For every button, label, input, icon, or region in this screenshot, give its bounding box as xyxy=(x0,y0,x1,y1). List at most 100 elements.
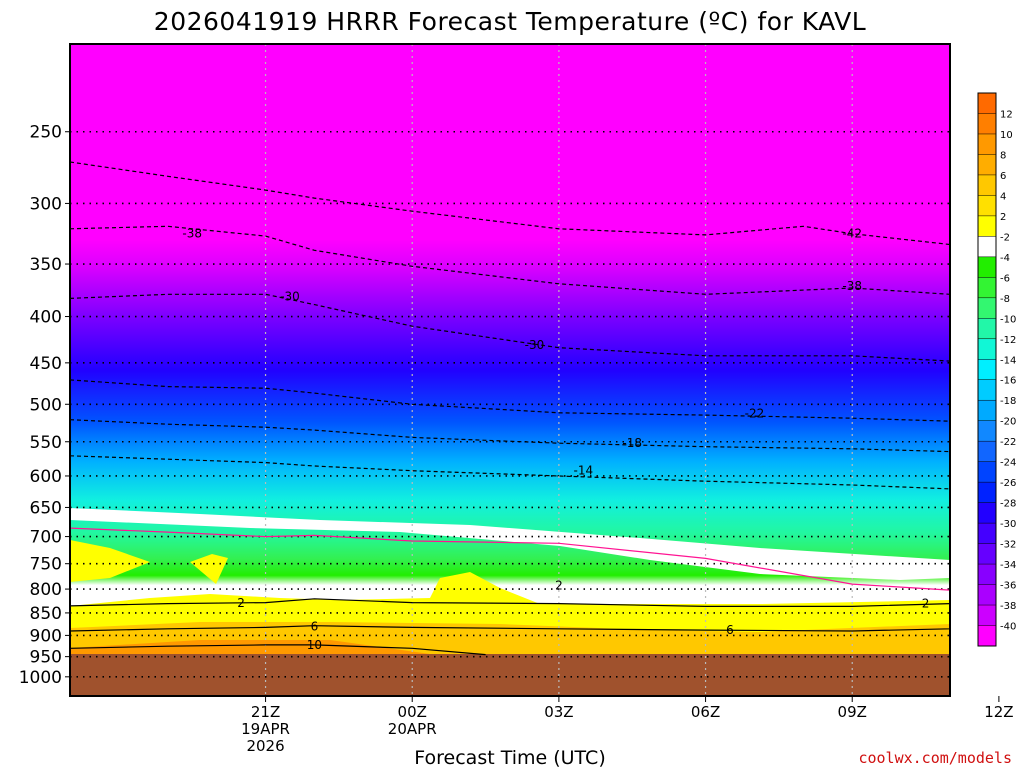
contour-label: 6 xyxy=(726,623,734,637)
contour-line xyxy=(70,419,950,453)
y-tick-label: 250 xyxy=(30,123,62,143)
colorbar-swatch xyxy=(978,174,996,196)
colorbar-label: -2 xyxy=(1000,232,1010,243)
colorbar-label: -28 xyxy=(1000,499,1016,510)
colorbar-swatch xyxy=(978,133,996,155)
colorbar-swatch xyxy=(978,215,996,237)
colorbar-swatch xyxy=(978,523,996,544)
y-tick-label: 500 xyxy=(30,395,62,415)
colorbar-label: -14 xyxy=(1000,355,1016,366)
contour-line xyxy=(70,644,486,656)
contour-label: -22 xyxy=(745,407,765,421)
contour-label: 6 xyxy=(311,620,319,634)
contour-line xyxy=(70,293,950,362)
contour-label: -14 xyxy=(574,464,594,478)
underground-mask xyxy=(70,654,950,696)
colorbar-label: -20 xyxy=(1000,417,1016,428)
colorbar-label: -40 xyxy=(1000,622,1016,633)
y-tick-label: 900 xyxy=(30,626,62,646)
contour-labels: -38 -30 -30 -22 -18 -14 -42 -38 2 2 2 6 6 10 xyxy=(182,227,929,652)
colorbar-label: 8 xyxy=(1000,150,1006,161)
contour-line xyxy=(70,225,950,295)
colorbar-swatch xyxy=(978,379,996,401)
x-tick-label: 21Z xyxy=(251,703,280,721)
x-axis-label: Forecast Time (UTC) xyxy=(414,747,605,768)
warm-pocket-small xyxy=(190,554,228,584)
y-tick-label: 550 xyxy=(30,433,62,453)
chart-title: 2026041919 HRRR Forecast Temperature (ºC… xyxy=(154,7,866,36)
colorbar-swatch xyxy=(978,400,996,422)
y-axis: 2503003504004505005506006507007508008509… xyxy=(19,123,70,688)
colorbar-swatch xyxy=(978,461,996,483)
x-tick-label: 12Z xyxy=(984,703,1013,721)
x-tick-label: 19APR xyxy=(241,720,290,738)
colorbar-label: 2 xyxy=(1000,212,1006,223)
contour-line xyxy=(70,527,950,591)
y-tick-label: 950 xyxy=(30,648,62,668)
credit-text: coolwx.com/models xyxy=(858,749,1012,767)
colorbar-swatch xyxy=(978,359,996,381)
colorbar-label: -22 xyxy=(1000,437,1016,448)
colorbar-label: 10 xyxy=(1000,130,1013,141)
grid-lines xyxy=(70,44,950,696)
colorbar-label: -16 xyxy=(1000,376,1016,387)
colorbar-legend: 12 10 8 6 4 2 -2 -4 -6 -8 -10 -12 -14 -16 -18 -20 -22 -24… xyxy=(977,92,1016,647)
freezing-zone-band xyxy=(70,508,950,580)
contour-label: -42 xyxy=(842,227,862,241)
colorbar-swatch xyxy=(978,420,996,442)
contour-label: -38 xyxy=(842,279,862,293)
colorbar-swatch xyxy=(978,564,996,585)
contour-label: -38 xyxy=(182,227,202,241)
colorbar-swatch xyxy=(978,605,996,626)
colorbar-label: -38 xyxy=(1000,601,1016,612)
contour-line xyxy=(70,625,950,632)
contour-lines xyxy=(70,161,950,656)
colorbar-label: -24 xyxy=(1000,458,1016,469)
contour-label: -30 xyxy=(525,338,545,352)
colorbar-swatch xyxy=(978,543,996,565)
contour-line xyxy=(70,161,950,246)
contour-label: 2 xyxy=(555,579,563,593)
contour-label: -30 xyxy=(280,289,300,303)
y-tick-label: 650 xyxy=(30,498,62,518)
colorbar-swatch xyxy=(978,256,996,278)
x-tick-label: 06Z xyxy=(691,703,720,721)
colorbar-label: -18 xyxy=(1000,396,1016,407)
x-tick-label: 09Z xyxy=(838,703,867,721)
colorbar-swatch xyxy=(978,338,996,360)
y-tick-label: 400 xyxy=(30,308,62,328)
colorbar-swatch xyxy=(978,195,996,217)
colorbar-label: -6 xyxy=(1000,273,1010,284)
colorbar-label: -26 xyxy=(1000,478,1016,489)
colorbar-swatch xyxy=(978,502,996,524)
plot-frame xyxy=(69,43,951,697)
colorbar-label: -8 xyxy=(1000,294,1010,305)
y-tick-label: 700 xyxy=(30,528,62,548)
colorbar-label: -10 xyxy=(1000,314,1016,325)
colorbar-label: -32 xyxy=(1000,540,1016,551)
colorbar-frame xyxy=(977,92,997,647)
y-tick-label: 750 xyxy=(30,555,62,575)
plot-area: -38 -30 -30 -22 -18 -14 -42 -38 2 2 2 6 6 10 xyxy=(70,44,950,696)
colorbar-swatch xyxy=(978,277,996,299)
warm-pocket-left xyxy=(70,540,150,582)
colorbar-swatch xyxy=(978,584,996,606)
y-tick-label: 300 xyxy=(30,194,62,214)
colorbar-label: -34 xyxy=(1000,560,1016,571)
contour-line xyxy=(70,379,950,422)
colorbar-label: -36 xyxy=(1000,581,1016,592)
colorbar-label: -4 xyxy=(1000,253,1010,264)
y-tick-label: 600 xyxy=(30,467,62,487)
x-tick-label: 2026 xyxy=(246,737,284,755)
temperature-field xyxy=(70,44,950,696)
x-tick-label: 03Z xyxy=(544,703,573,721)
colorbar-swatch xyxy=(978,318,996,340)
colorbar-swatch xyxy=(978,154,996,176)
colorbar-swatch xyxy=(978,113,996,135)
colorbar-label: -30 xyxy=(1000,519,1016,530)
colorbar-label: 4 xyxy=(1000,191,1006,202)
contour-line xyxy=(70,455,950,490)
y-tick-label: 350 xyxy=(30,255,62,275)
colorbar-swatch xyxy=(978,93,996,114)
